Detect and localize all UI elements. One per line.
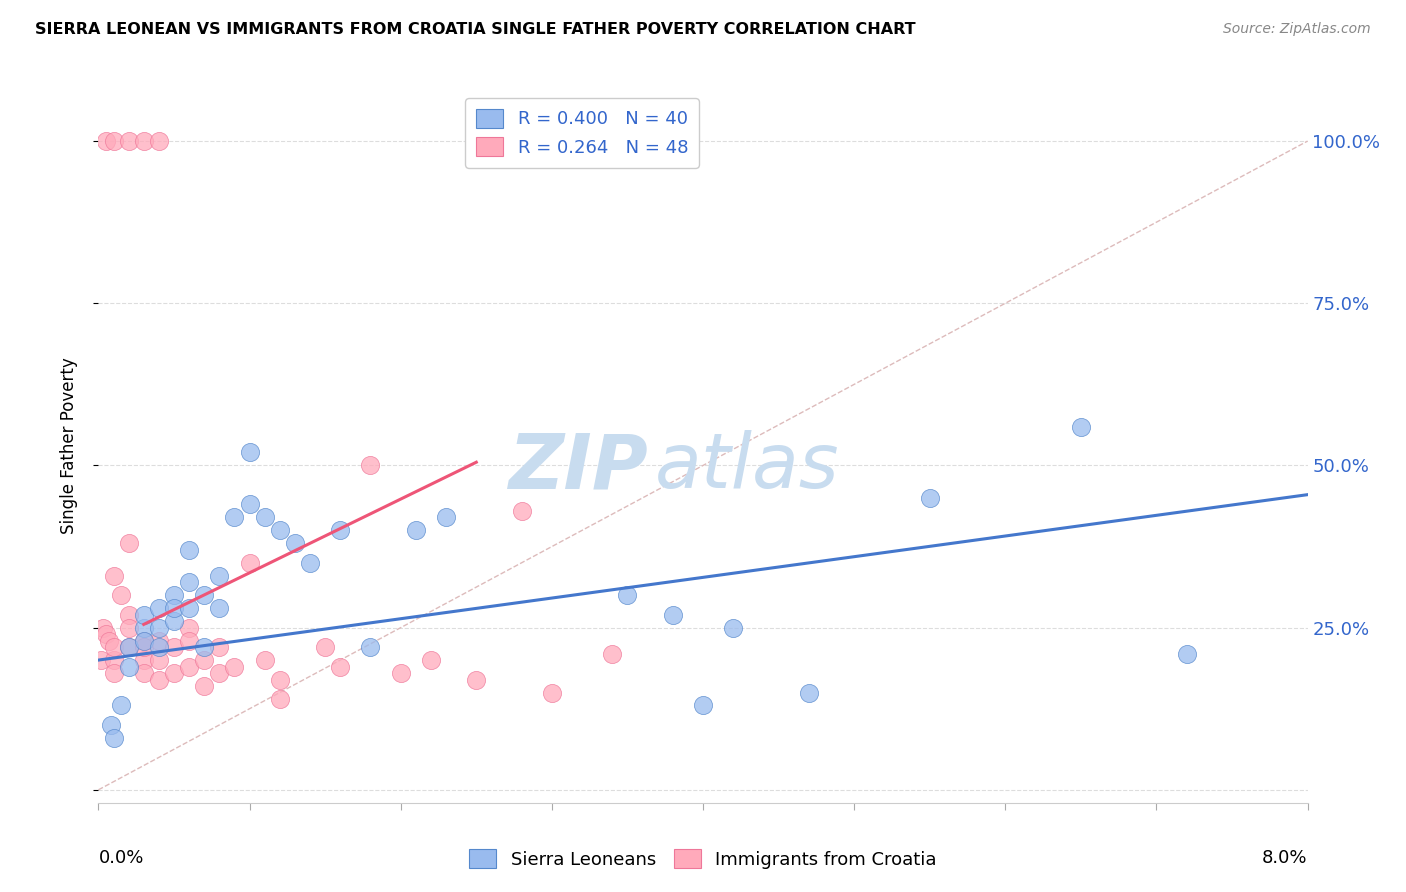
Point [193, 640, 215, 654]
Text: atlas: atlas [655, 431, 839, 504]
Point [208, 666, 231, 681]
Point [132, 653, 155, 667]
Point [132, 633, 155, 648]
Point [103, 568, 125, 582]
Point [163, 614, 186, 628]
Point [103, 134, 125, 148]
Point [269, 673, 291, 687]
Point [110, 698, 132, 713]
Point [100, 718, 122, 732]
Point [163, 640, 186, 654]
Point [253, 510, 276, 524]
Point [389, 666, 412, 681]
Point [420, 653, 443, 667]
Point [132, 134, 155, 148]
Text: 0.0%: 0.0% [98, 849, 143, 867]
Point [239, 445, 262, 459]
Point [918, 491, 941, 505]
Point [103, 731, 125, 745]
Point [723, 621, 745, 635]
Point [118, 640, 141, 654]
Text: Source: ZipAtlas.com: Source: ZipAtlas.com [1223, 22, 1371, 37]
Point [148, 653, 170, 667]
Point [299, 556, 322, 570]
Point [692, 698, 714, 713]
Point [132, 607, 155, 622]
Point [239, 497, 262, 511]
Point [253, 653, 276, 667]
Point [148, 601, 170, 615]
Point [179, 542, 201, 557]
Point [132, 621, 155, 635]
Point [91, 621, 114, 635]
Point [1070, 419, 1092, 434]
Point [179, 601, 201, 615]
Point [148, 633, 170, 648]
Point [179, 575, 201, 590]
Point [118, 659, 141, 673]
Point [118, 640, 141, 654]
Point [148, 640, 170, 654]
Point [94, 627, 117, 641]
Point [1175, 647, 1198, 661]
Point [118, 536, 141, 550]
Point [208, 640, 231, 654]
Point [434, 510, 457, 524]
Point [616, 588, 638, 602]
Point [360, 458, 382, 473]
Legend: Sierra Leoneans, Immigrants from Croatia: Sierra Leoneans, Immigrants from Croatia [461, 842, 945, 876]
Point [118, 607, 141, 622]
Text: SIERRA LEONEAN VS IMMIGRANTS FROM CROATIA SINGLE FATHER POVERTY CORRELATION CHAR: SIERRA LEONEAN VS IMMIGRANTS FROM CROATI… [35, 22, 915, 37]
Point [465, 673, 488, 687]
Point [148, 673, 170, 687]
Point [103, 666, 125, 681]
Point [208, 568, 231, 582]
Point [94, 134, 117, 148]
Text: 8.0%: 8.0% [1263, 849, 1308, 867]
Point [163, 588, 186, 602]
Point [103, 640, 125, 654]
Point [163, 666, 186, 681]
Point [662, 607, 685, 622]
Point [103, 653, 125, 667]
Point [208, 601, 231, 615]
Point [329, 659, 352, 673]
Point [118, 621, 141, 635]
Point [148, 621, 170, 635]
Point [269, 692, 291, 706]
Point [179, 659, 201, 673]
Point [132, 666, 155, 681]
Point [239, 556, 262, 570]
Point [132, 633, 155, 648]
Point [90, 653, 112, 667]
Text: ZIP: ZIP [509, 431, 648, 504]
Point [329, 524, 352, 538]
Point [224, 659, 246, 673]
Point [179, 633, 201, 648]
Point [797, 685, 820, 699]
Point [98, 633, 121, 648]
Point [118, 134, 141, 148]
Point [510, 504, 533, 518]
Point [269, 524, 291, 538]
Point [132, 640, 155, 654]
Y-axis label: Single Father Poverty: Single Father Poverty [59, 358, 77, 534]
Point [193, 653, 215, 667]
Point [405, 524, 427, 538]
Point [110, 588, 132, 602]
Point [541, 685, 564, 699]
Point [193, 679, 215, 693]
Point [163, 601, 186, 615]
Point [224, 510, 246, 524]
Point [193, 588, 215, 602]
Point [602, 647, 624, 661]
Point [148, 134, 170, 148]
Point [284, 536, 307, 550]
Point [360, 640, 382, 654]
Point [314, 640, 336, 654]
Point [179, 621, 201, 635]
